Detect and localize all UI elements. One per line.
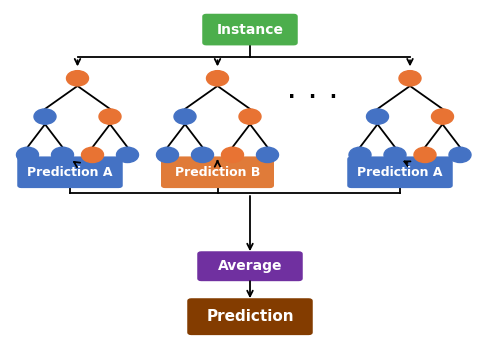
Circle shape	[239, 109, 261, 124]
Circle shape	[384, 147, 406, 163]
Circle shape	[34, 109, 56, 124]
FancyBboxPatch shape	[197, 251, 302, 281]
FancyBboxPatch shape	[18, 157, 123, 188]
Text: Average: Average	[218, 259, 282, 273]
FancyBboxPatch shape	[347, 157, 453, 188]
Circle shape	[414, 147, 436, 163]
Circle shape	[366, 109, 388, 124]
Circle shape	[52, 147, 74, 163]
Circle shape	[192, 147, 214, 163]
Circle shape	[174, 109, 196, 124]
Circle shape	[206, 71, 229, 86]
Text: Prediction: Prediction	[206, 309, 294, 324]
Text: Instance: Instance	[216, 23, 284, 37]
Circle shape	[256, 147, 278, 163]
Text: Prediction B: Prediction B	[175, 166, 260, 179]
Circle shape	[349, 147, 371, 163]
Circle shape	[82, 147, 104, 163]
Circle shape	[432, 109, 454, 124]
Circle shape	[399, 71, 421, 86]
Text: ·  ·  ·: · · ·	[288, 88, 337, 107]
Circle shape	[156, 147, 178, 163]
Text: Prediction A: Prediction A	[27, 166, 113, 179]
Circle shape	[16, 147, 38, 163]
FancyBboxPatch shape	[161, 157, 274, 188]
FancyBboxPatch shape	[187, 298, 313, 335]
Circle shape	[99, 109, 121, 124]
Circle shape	[222, 147, 244, 163]
Circle shape	[449, 147, 471, 163]
FancyBboxPatch shape	[202, 14, 298, 45]
Circle shape	[116, 147, 138, 163]
Text: Prediction A: Prediction A	[357, 166, 443, 179]
Circle shape	[66, 71, 88, 86]
